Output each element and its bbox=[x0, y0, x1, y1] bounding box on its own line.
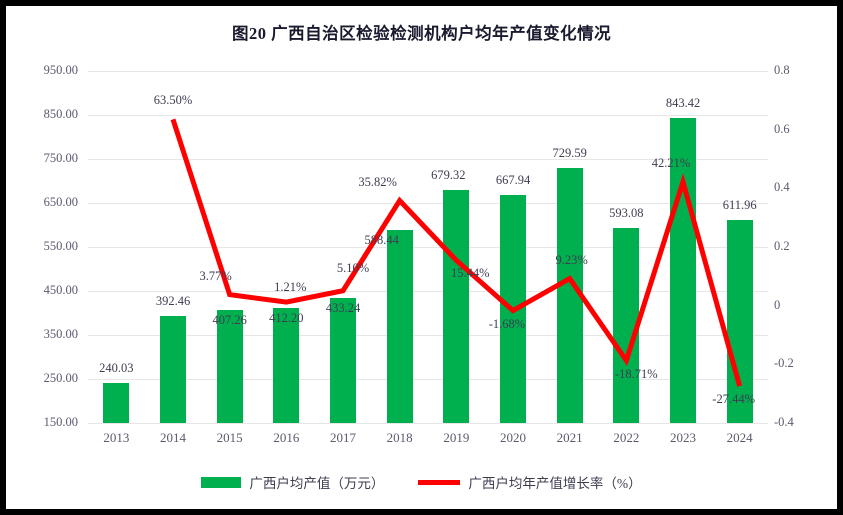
gridline bbox=[88, 291, 768, 292]
growth-rate-label: -18.71% bbox=[614, 366, 658, 381]
bar-value-label: 412.20 bbox=[269, 310, 304, 325]
growth-rate-label: 9.23% bbox=[555, 252, 588, 267]
growth-rate-label: 5.10% bbox=[336, 260, 370, 275]
x-axis-tick: 2016 bbox=[273, 430, 300, 445]
bar-value-label: 843.42 bbox=[665, 95, 701, 110]
y-axis-left-tick: 750.00 bbox=[43, 151, 78, 165]
bar-value-label: 588.44 bbox=[364, 233, 399, 248]
y-axis-right-tick: 0.6 bbox=[774, 121, 790, 136]
bar bbox=[726, 219, 753, 423]
y-axis-left-tick: 550.00 bbox=[43, 239, 78, 253]
x-axis-tick: 2023 bbox=[670, 430, 696, 445]
growth-rate-label: -27.44% bbox=[712, 392, 756, 407]
x-axis-tick: 2013 bbox=[103, 430, 130, 445]
bar bbox=[216, 309, 243, 423]
bar-value-label: 392.46 bbox=[155, 294, 191, 309]
bar-value-label: 433.24 bbox=[325, 301, 361, 316]
gridline bbox=[88, 71, 768, 72]
growth-rate-label: 42.21% bbox=[651, 155, 691, 170]
chart-legend: 广西户均产值（万元） 广西户均年产值增长率（%） bbox=[6, 472, 837, 492]
growth-rate-label: 63.50% bbox=[153, 93, 193, 108]
bar-value-label: 679.32 bbox=[431, 168, 466, 183]
bar bbox=[443, 190, 470, 423]
bar-value-label: 611.96 bbox=[722, 197, 757, 212]
bar bbox=[273, 307, 300, 423]
bar-value-label: 729.59 bbox=[552, 145, 587, 160]
x-axis: 2013 2014 2015 2016 2017 2018 2019 2020 2021 2022… bbox=[88, 428, 768, 452]
growth-rate-label: 1.21% bbox=[274, 280, 307, 295]
legend-line-swatch-icon bbox=[418, 479, 461, 485]
x-axis-tick: 2019 bbox=[443, 430, 470, 445]
y-axis-left-tick: 450.00 bbox=[43, 283, 78, 297]
bar bbox=[160, 316, 186, 423]
x-axis-tick: 2015 bbox=[216, 430, 243, 445]
gridline bbox=[88, 379, 768, 380]
y-axis-right-tick: 0 bbox=[774, 297, 781, 312]
legend-item[interactable]: 广西户均年产值增长率（%） bbox=[418, 472, 642, 492]
gridline bbox=[88, 159, 768, 160]
x-axis-tick: 2018 bbox=[386, 430, 413, 445]
legend-bar-swatch-icon bbox=[201, 476, 242, 488]
gridline bbox=[88, 115, 768, 116]
bar bbox=[670, 117, 696, 423]
y-axis-left: 150.00 250.00 350.00 450.00 550.00 650.00 750.… bbox=[6, 63, 78, 429]
gridline bbox=[88, 335, 768, 336]
bar-value-label: 593.08 bbox=[609, 206, 644, 221]
growth-rate-label: -1.68% bbox=[488, 316, 526, 331]
x-axis-tick: 2020 bbox=[500, 430, 526, 445]
bar bbox=[386, 230, 413, 423]
gridline bbox=[88, 423, 768, 424]
x-axis-tick: 2017 bbox=[330, 430, 356, 445]
y-axis-left-tick: 150.00 bbox=[43, 415, 78, 429]
y-axis-right-tick: -0.2 bbox=[774, 356, 794, 371]
growth-rate-line bbox=[170, 118, 743, 387]
y-axis-right: -0.4 -0.2 0 0.2 0.4 0.6 0.8 bbox=[774, 63, 834, 429]
bar-value-label: 407.26 bbox=[212, 312, 247, 327]
x-axis-tick: 2022 bbox=[613, 430, 640, 445]
x-axis-tick: 2021 bbox=[556, 430, 583, 445]
legend-label: 广西户均年产值增长率（%） bbox=[468, 476, 642, 491]
growth-rate-label: 15.44% bbox=[451, 266, 490, 281]
plot-area: 240.03 392.46 407.26 412.20 433.24 588.44 679.… bbox=[88, 71, 768, 424]
bar bbox=[103, 383, 130, 423]
chart-title: 图20 广西自治区检验检测机构户均年产值变化情况 bbox=[231, 24, 612, 43]
y-axis-right-tick: -0.4 bbox=[774, 415, 794, 429]
bar bbox=[330, 298, 356, 423]
x-axis-tick: 2024 bbox=[726, 430, 753, 445]
y-axis-left-tick: 250.00 bbox=[43, 371, 78, 385]
y-axis-right-tick: 0.8 bbox=[774, 63, 790, 77]
growth-rate-label: 35.82% bbox=[358, 174, 397, 189]
y-axis-right-tick: 0.4 bbox=[774, 180, 790, 195]
gridline bbox=[88, 247, 768, 248]
y-axis-left-tick: 850.00 bbox=[43, 107, 78, 121]
y-axis-left-tick: 950.00 bbox=[43, 63, 78, 77]
y-axis-left-tick: 350.00 bbox=[43, 327, 78, 341]
y-axis-left-tick: 650.00 bbox=[43, 195, 78, 209]
bar-value-label: 667.94 bbox=[495, 173, 531, 188]
line-series bbox=[170, 118, 743, 387]
y-axis-right-tick: 0.2 bbox=[774, 239, 790, 253]
growth-rate-label: 3.77% bbox=[199, 268, 232, 283]
legend-label: 广西户均产值（万元） bbox=[249, 476, 385, 491]
gridline bbox=[88, 203, 768, 204]
x-axis-tick: 2014 bbox=[160, 430, 186, 445]
chart-container: 图20 广西自治区检验检测机构户均年产值变化情况 150.00 250.00 350… bbox=[6, 6, 837, 509]
legend-item[interactable]: 广西户均产值（万元） bbox=[201, 472, 384, 492]
bar-value-label: 240.03 bbox=[99, 361, 134, 376]
